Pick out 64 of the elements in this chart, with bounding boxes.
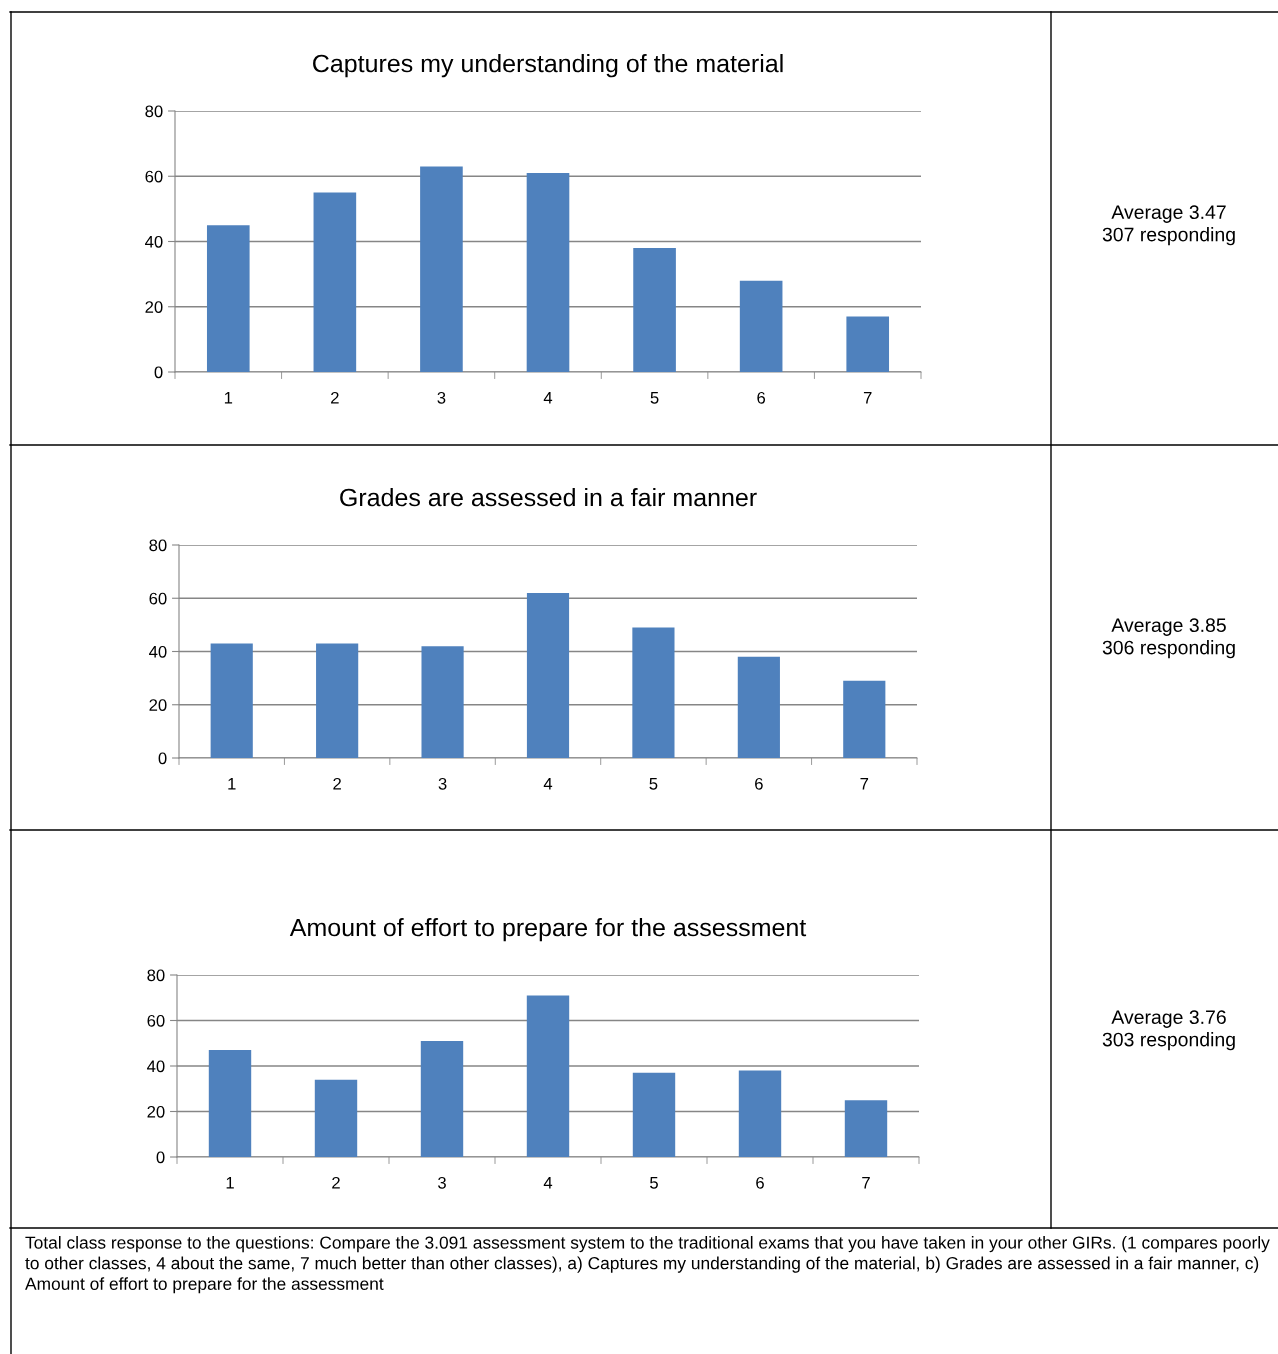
y-tick-label: 0 [154,366,163,379]
bar [420,166,463,372]
x-tick-label: 5 [650,392,659,404]
x-tick-label: 2 [332,1176,340,1189]
x-tick-label: 7 [860,778,869,790]
y-tick-label: 20 [149,699,167,711]
bar [210,643,253,758]
bar [843,680,886,758]
y-tick-label: 0 [158,752,167,765]
bar [526,592,570,758]
text: Total class response to the questions: Compare the 3.091 assessment system to the traditional exams that you have taken in your other GIRs. (1 compares poorly to other classes, 4 about the same, 7 much better than other classes), a) Captures my understanding of the material, b) Grades are assessed in a fair manner, c) Amount of effort to prepare for the assessment [25,1236,1270,1294]
chart-title: Captures my understanding of the material [313,53,783,78]
x-tick-label: 4 [543,1177,553,1189]
y-tick-label: 0 [156,1151,165,1164]
y-tick-label: 40 [149,645,167,658]
bar [421,646,464,758]
y-tick-label: 80 [147,969,165,982]
bar [314,1079,358,1157]
x-tick-label: 4 [543,392,553,404]
x-tick-label: 3 [438,1176,446,1189]
bar [526,995,570,1157]
bar [633,248,676,372]
chart-title: Grades are assessed in a fair manner [340,487,757,507]
x-tick-label: 5 [650,1177,658,1189]
x-tick-label: 2 [333,777,341,790]
bar [844,1100,888,1157]
x-tick-label: 1 [228,778,236,790]
y-tick-label: 40 [145,235,163,248]
bar [737,656,780,758]
x-tick-label: 7 [862,1177,870,1189]
bar [738,1070,782,1157]
x-tick-label: 2 [331,391,339,404]
text: Average 3.76 303 responding [1102,1010,1235,1051]
x-tick-label: 1 [224,392,233,404]
x-tick-label: 3 [437,391,446,404]
x-tick-label: 6 [756,1176,764,1189]
x-tick-label: 6 [755,777,763,790]
y-tick-label: 40 [147,1060,165,1073]
bar [739,280,783,372]
bar [206,225,250,372]
y-tick-label: 20 [147,1105,165,1118]
bar [316,643,359,758]
y-tick-label: 60 [149,592,167,605]
y-tick-label: 80 [145,105,163,118]
bar [420,1040,464,1157]
bar [313,192,357,372]
bar [846,316,890,372]
x-tick-label: 7 [863,392,872,404]
x-tick-label: 5 [649,778,658,790]
x-tick-label: 4 [543,778,553,790]
text: Average 3.85 306 responding [1102,618,1235,659]
x-tick-label: 6 [757,391,766,404]
y-tick-label: 60 [145,170,163,183]
x-tick-label: 1 [226,1177,234,1189]
bar [526,172,570,372]
x-tick-label: 3 [438,777,447,790]
bar [632,627,675,758]
y-tick-label: 60 [147,1014,165,1027]
bar [632,1072,676,1157]
bar [208,1050,252,1157]
y-tick-label: 20 [145,301,163,313]
y-tick-label: 80 [149,539,167,552]
text: Average 3.47 307 responding [1102,205,1235,246]
chart-title: Amount of effort to prepare for the assessment [289,917,807,942]
